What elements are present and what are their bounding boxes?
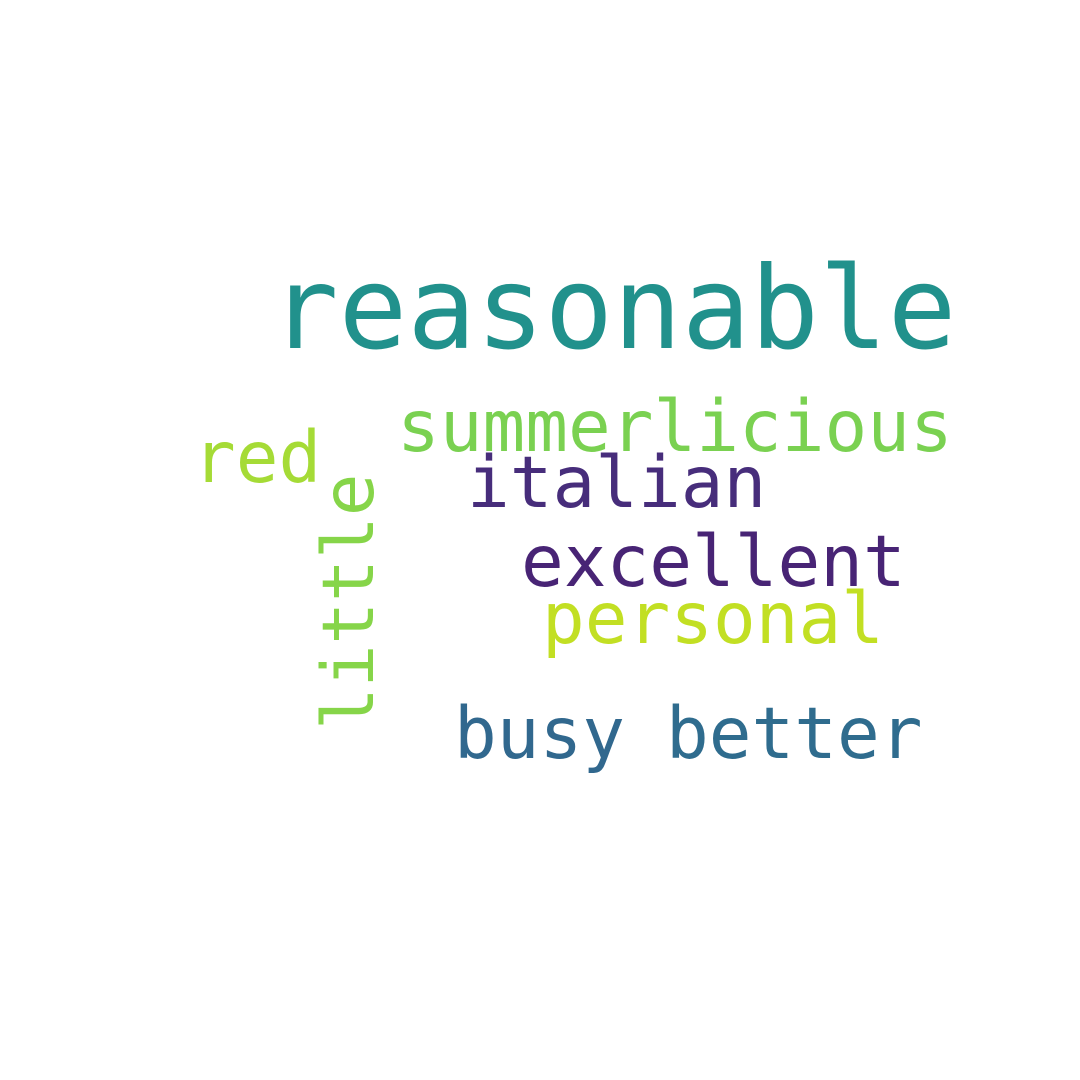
word-busy: busy <box>454 692 625 775</box>
word-italian: italian <box>467 441 767 524</box>
word-summerlicious: summerlicious <box>397 385 953 468</box>
word-personal: personal <box>542 577 884 660</box>
word-little: little <box>307 473 390 730</box>
word-better: better <box>666 692 923 775</box>
word-excellent: excellent <box>521 520 906 603</box>
word-reasonable: reasonable <box>270 242 957 375</box>
word-red: red <box>193 416 322 499</box>
